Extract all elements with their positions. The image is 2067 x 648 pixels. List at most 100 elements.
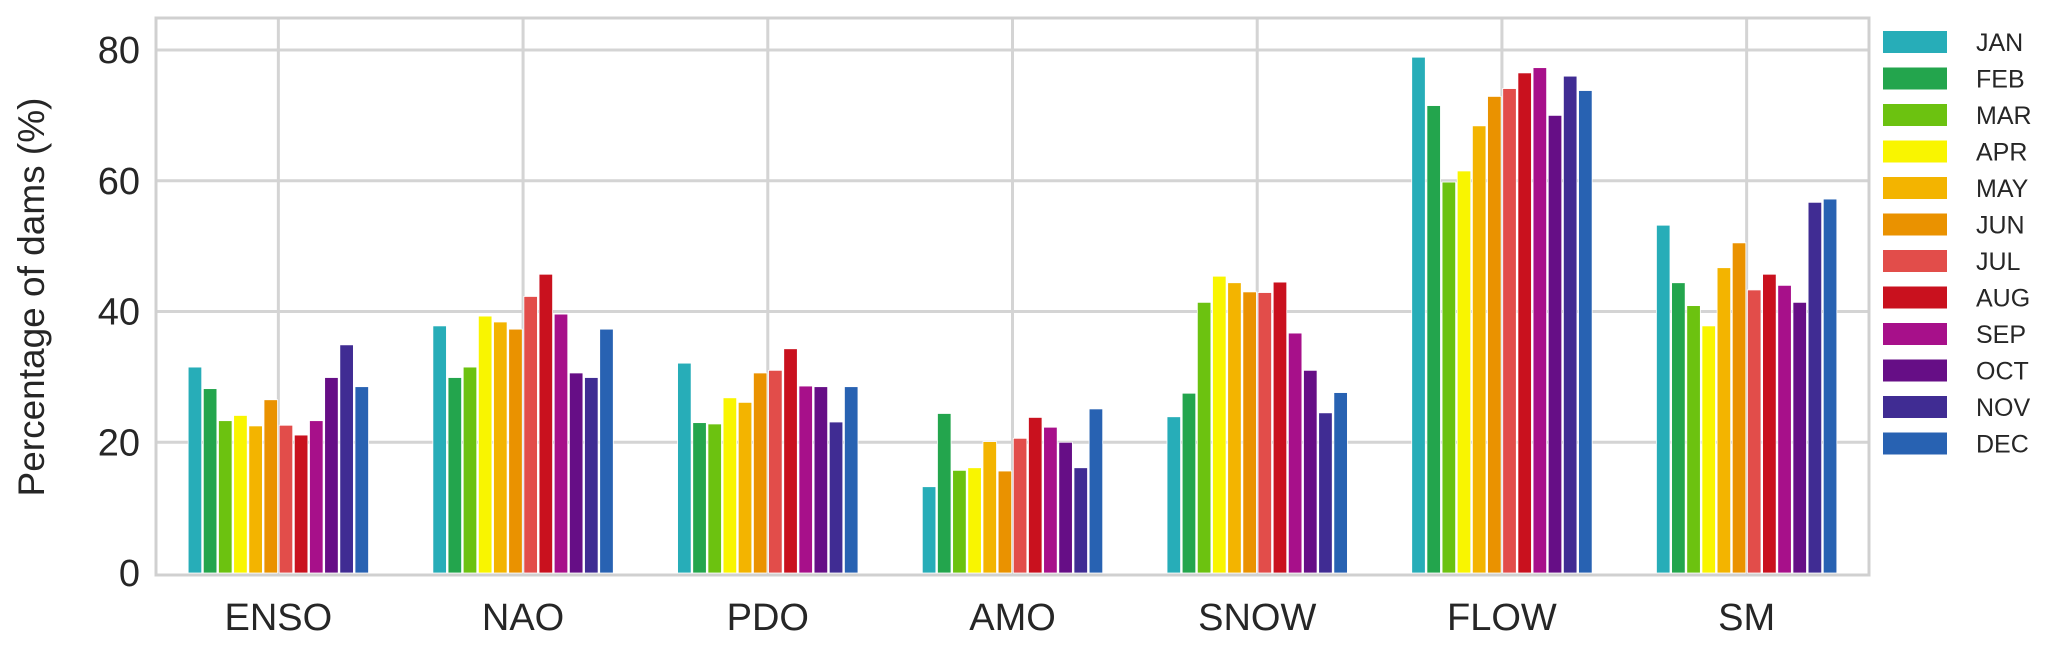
bar-aug-sm (1762, 273, 1777, 574)
x-tick-label: NAO (482, 597, 564, 639)
legend-label-dec: DEC (1976, 431, 2029, 459)
y-tick-label: 20 (98, 422, 140, 464)
bar-jun-pdo (753, 372, 768, 574)
bar-may-pdo (737, 401, 753, 574)
bar-oct-pdo (813, 386, 829, 574)
bar-dec-pdo (844, 386, 859, 574)
y-axis-label: Percentage of dams (%) (11, 98, 52, 497)
x-tick-labels: ENSO NAO PDO AMO SNOW FLOW SM (225, 597, 1776, 639)
plot-frame (154, 16, 1871, 577)
bar-may-snow (1227, 282, 1242, 574)
y-tick-label: 80 (98, 30, 140, 72)
legend-swatch-nov (1883, 396, 1947, 418)
legend-label-aug: AUG (1976, 285, 2030, 313)
bar-sep-enso (309, 420, 324, 574)
x-tick-label: ENSO (225, 597, 333, 639)
bar-oct-flow (1547, 114, 1563, 574)
legend-swatch-sep (1883, 323, 1947, 345)
bar-aug-snow (1272, 281, 1288, 574)
bar-dec-amo (1088, 408, 1104, 574)
bar-jun-enso (263, 399, 278, 574)
bar-feb-snow (1181, 392, 1197, 574)
bars (187, 56, 1838, 574)
y-tick-label: 0 (119, 553, 140, 595)
legend-label-nov: NOV (1976, 394, 2031, 422)
bar-aug-flow (1517, 72, 1532, 574)
legend-label-feb: FEB (1976, 66, 2025, 94)
bar-apr-sm (1701, 325, 1716, 574)
legend-swatch-mar (1883, 104, 1947, 126)
legend-swatch-jan (1883, 31, 1947, 53)
bar-aug-nao (538, 273, 554, 574)
bar-oct-snow (1303, 369, 1318, 574)
y-tick-labels: 0 20 40 60 80 (98, 30, 140, 595)
bar-mar-nao (462, 366, 478, 574)
bar-jan-enso (187, 366, 203, 574)
legend-label-jun: JUN (1976, 212, 2025, 240)
bar-jul-amo (1012, 437, 1028, 574)
legend-label-apr: APR (1976, 139, 2027, 167)
bar-sep-amo (1043, 426, 1058, 574)
bar-sep-snow (1287, 332, 1303, 574)
bar-feb-flow (1426, 105, 1441, 574)
bar-mar-sm (1686, 305, 1701, 574)
y-tick-label: 60 (98, 161, 140, 203)
y-tick-label: 40 (98, 292, 140, 334)
bar-jun-amo (997, 470, 1013, 574)
bar-jul-enso (278, 424, 294, 574)
bar-dec-snow (1333, 392, 1348, 574)
bar-mar-snow (1196, 301, 1212, 574)
bar-feb-pdo (692, 422, 707, 574)
bar-feb-nao (447, 377, 463, 574)
legend-label-oct: OCT (1976, 358, 2029, 386)
bar-apr-flow (1456, 170, 1472, 574)
legend: JAN FEB MAR APR MAY JUN JUL AUG SEP OCT NOV DEC (1883, 29, 2032, 459)
bar-apr-snow (1212, 275, 1227, 574)
bar-feb-amo (937, 413, 952, 574)
bar-jul-flow (1502, 88, 1517, 574)
legend-label-may: MAY (1976, 175, 2029, 203)
bar-jul-pdo (768, 369, 783, 574)
bar-dec-nao (599, 328, 614, 574)
bar-aug-pdo (783, 348, 798, 574)
legend-swatch-dec (1883, 432, 1947, 455)
bar-oct-enso (324, 377, 339, 574)
bar-may-flow (1471, 125, 1487, 574)
bar-nov-flow (1562, 75, 1578, 574)
x-tick-label: AMO (969, 597, 1056, 639)
bar-mar-enso (218, 420, 233, 574)
bar-may-amo (982, 441, 997, 574)
bar-oct-sm (1792, 301, 1807, 574)
bar-sep-nao (553, 313, 569, 574)
bar-apr-amo (967, 467, 982, 574)
bar-may-enso (248, 425, 263, 574)
bar-nov-enso (339, 344, 354, 574)
bar-feb-enso (202, 388, 218, 574)
bar-jan-flow (1411, 56, 1426, 574)
bar-mar-flow (1441, 181, 1457, 574)
legend-swatch-apr (1883, 140, 1947, 163)
bar-sep-pdo (798, 385, 813, 574)
x-tick-label: SM (1718, 597, 1775, 639)
bar-feb-sm (1671, 282, 1686, 574)
bar-nov-nao (584, 377, 599, 574)
bar-jul-snow (1257, 292, 1272, 574)
bar-jun-sm (1731, 242, 1747, 574)
bar-jun-nao (508, 328, 523, 574)
bar-jun-snow (1242, 291, 1257, 574)
bar-sep-flow (1532, 67, 1548, 574)
legend-swatch-jun (1883, 213, 1947, 236)
bar-jan-amo (921, 486, 937, 574)
gridlines (156, 18, 1869, 575)
x-tick-label: FLOW (1447, 597, 1557, 639)
bar-aug-enso (293, 434, 309, 574)
legend-label-sep: SEP (1976, 321, 2026, 349)
bar-nov-amo (1073, 467, 1088, 574)
legend-swatch-oct (1883, 359, 1947, 382)
bar-jan-sm (1656, 224, 1671, 574)
legend-swatch-may (1883, 177, 1947, 199)
bar-jun-flow (1487, 96, 1502, 574)
bar-nov-snow (1318, 412, 1333, 574)
bar-oct-amo (1058, 441, 1073, 574)
